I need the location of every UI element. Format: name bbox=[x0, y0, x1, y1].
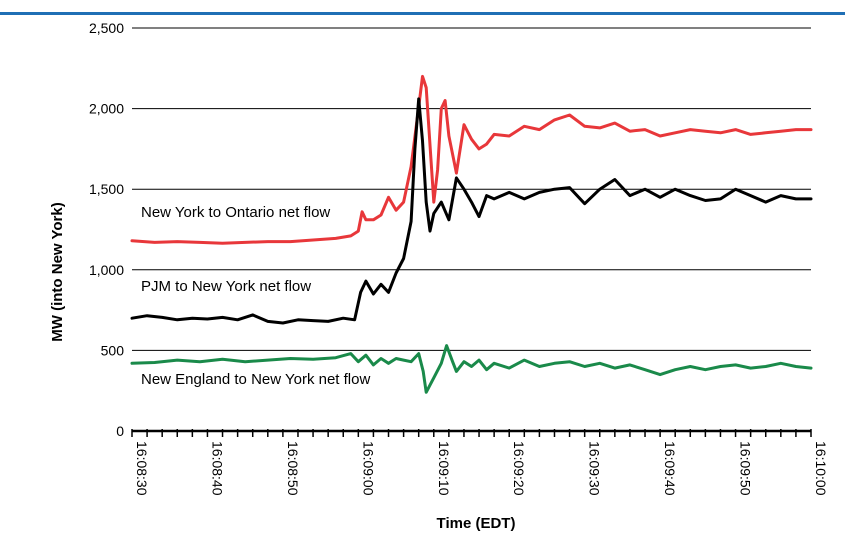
y-tick-label: 0 bbox=[116, 423, 124, 439]
x-axis bbox=[131, 429, 812, 437]
y-tick-label: 2,000 bbox=[89, 101, 124, 117]
y-axis-title: MW (into New York) bbox=[49, 202, 66, 341]
annotation-pjm-ny: PJM to New York net flow bbox=[141, 278, 311, 295]
x-axis-title: Time (EDT) bbox=[437, 515, 516, 532]
y-tick-labels: 0 500 1,000 1,500 2,000 2,500 bbox=[89, 20, 124, 439]
x-tick-label: 16:09:40 bbox=[662, 441, 678, 496]
gridlines bbox=[132, 27, 811, 351]
series-lines bbox=[130, 74, 813, 394]
header-rule bbox=[0, 12, 845, 15]
x-tick-label: 16:10:00 bbox=[813, 441, 829, 496]
y-tick-label: 1,500 bbox=[89, 181, 124, 197]
x-tick-label: 16:09:50 bbox=[738, 441, 754, 496]
x-tick-labels: 16:08:30 16:08:40 16:08:50 16:09:00 16:09:10… bbox=[134, 441, 829, 496]
y-tick-label: 2,500 bbox=[89, 20, 124, 36]
annotation-ne-ny: New England to New York net flow bbox=[141, 371, 370, 388]
annotation-ny-ontario: New York to Ontario net flow bbox=[141, 204, 330, 221]
series-line-2 bbox=[130, 344, 813, 394]
x-tick-label: 16:08:40 bbox=[209, 441, 225, 496]
x-tick-label: 16:09:30 bbox=[587, 441, 603, 496]
series-line-1 bbox=[130, 97, 813, 325]
x-tick-label: 16:09:00 bbox=[360, 441, 376, 496]
x-tick-label: 16:09:20 bbox=[511, 441, 527, 496]
x-tick-label: 16:08:50 bbox=[285, 441, 301, 496]
y-tick-label: 500 bbox=[101, 342, 125, 358]
y-tick-label: 1,000 bbox=[89, 262, 124, 278]
x-tick-label: 16:08:30 bbox=[134, 441, 150, 496]
x-tick-label: 16:09:10 bbox=[436, 441, 452, 496]
series-line-0 bbox=[130, 74, 813, 245]
